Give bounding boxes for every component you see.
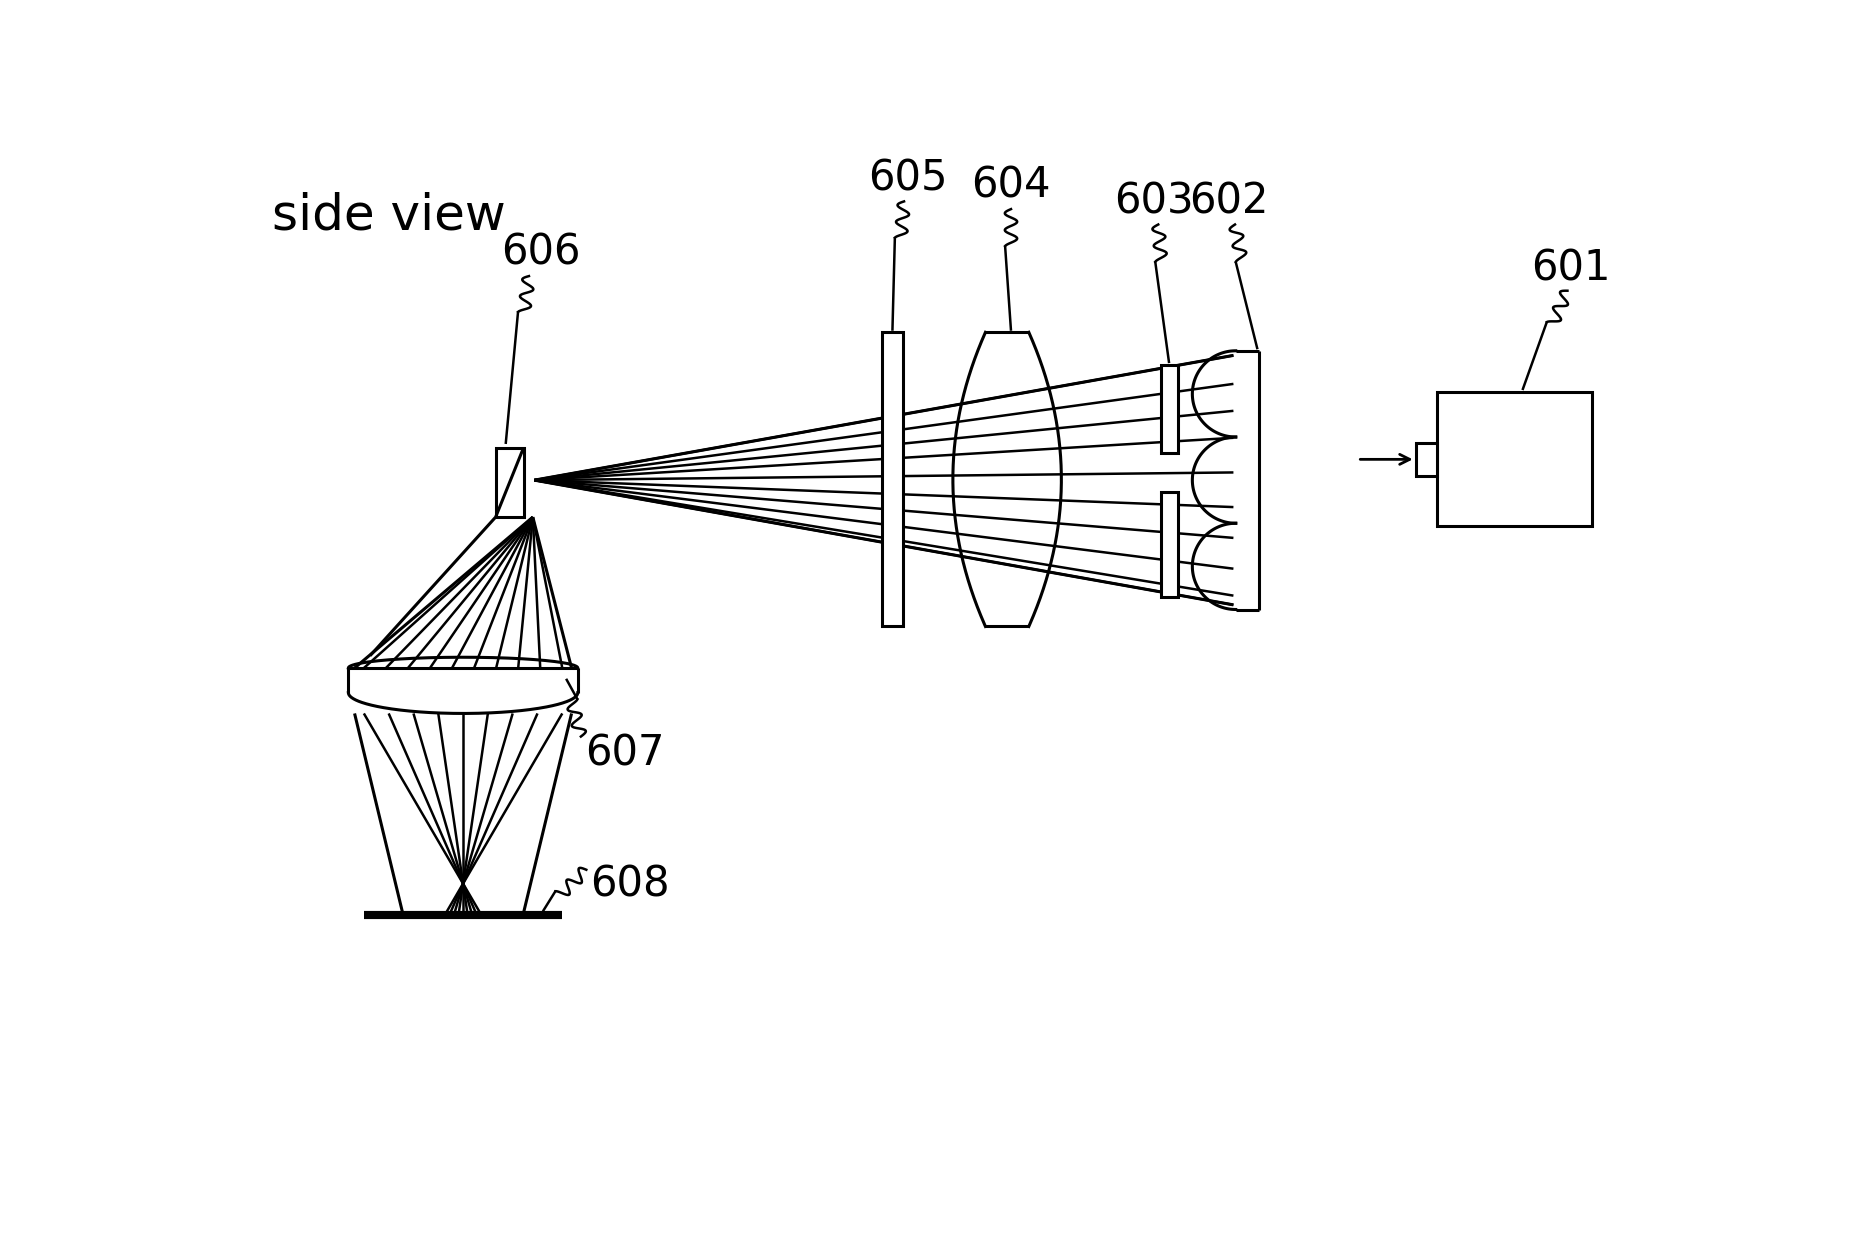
Text: 608: 608 xyxy=(591,863,670,905)
Bar xyxy=(1161,492,1177,597)
Text: 603: 603 xyxy=(1114,180,1194,222)
Text: 602: 602 xyxy=(1188,180,1268,222)
Text: 606: 606 xyxy=(501,232,581,273)
Bar xyxy=(1161,365,1177,453)
Text: 604: 604 xyxy=(971,165,1051,206)
Text: 601: 601 xyxy=(1532,247,1612,289)
Bar xyxy=(882,333,903,626)
Text: 605: 605 xyxy=(869,156,947,199)
Text: side view: side view xyxy=(273,191,507,240)
Bar xyxy=(496,448,524,517)
Bar xyxy=(1437,391,1591,527)
Bar xyxy=(1415,443,1437,476)
Text: 607: 607 xyxy=(585,733,665,775)
